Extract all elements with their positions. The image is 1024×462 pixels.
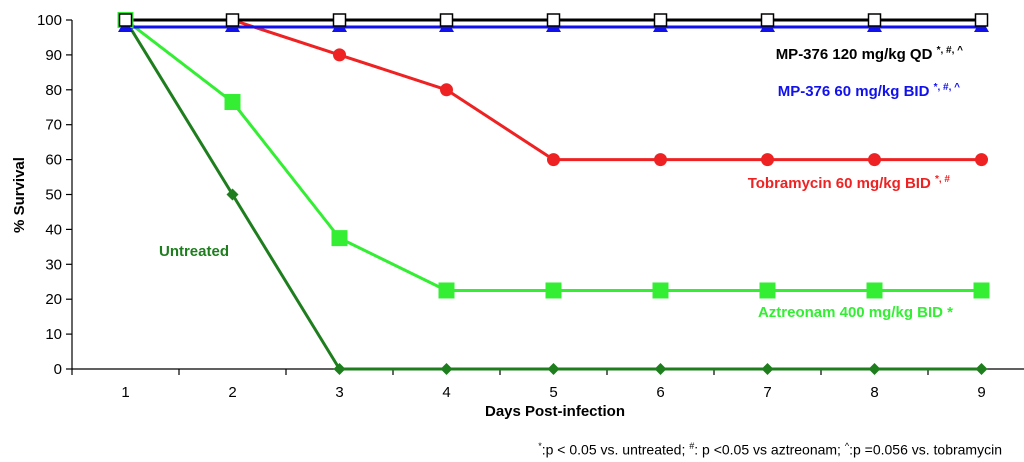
data-point-mp-376-120-mg-kg-qd bbox=[867, 13, 882, 27]
data-point-mp-376-120-mg-kg-qd bbox=[118, 13, 133, 27]
data-point-mp-376-120-mg-kg-qd bbox=[546, 13, 561, 27]
footnote: *:p < 0.05 vs. untreated; #: p <0.05 vs … bbox=[538, 441, 1002, 458]
data-point-aztreonam-400-mg-kg-bid bbox=[545, 282, 562, 299]
x-tick-label: 1 bbox=[121, 384, 129, 401]
data-point-untreated bbox=[868, 363, 881, 375]
data-point-mp-376-120-mg-kg-qd bbox=[974, 13, 989, 27]
x-tick-label: 4 bbox=[442, 384, 450, 401]
data-point-untreated bbox=[333, 363, 346, 375]
data-point-untreated bbox=[975, 363, 988, 375]
y-tick-label: 30 bbox=[45, 256, 62, 273]
data-point-mp-376-120-mg-kg-qd bbox=[439, 13, 454, 27]
series-label-mp376-60-sup: *, #, ^ bbox=[934, 82, 961, 93]
x-tick-label: 3 bbox=[335, 384, 343, 401]
y-tick-label: 90 bbox=[45, 47, 62, 64]
series-label-mp376-120-name: MP-376 120 mg/kg QD bbox=[776, 46, 933, 63]
data-point-untreated bbox=[654, 363, 667, 375]
x-tick-label: 6 bbox=[656, 384, 664, 401]
y-tick-label: 100 bbox=[37, 12, 62, 29]
footnote-text-1: :p < 0.05 vs. untreated; bbox=[541, 441, 690, 458]
x-tick-group: 1 2 3 4 5 6 7 8 9 bbox=[71, 369, 986, 401]
data-point-aztreonam-400-mg-kg-bid bbox=[866, 282, 883, 299]
data-point-aztreonam-400-mg-kg-bid bbox=[224, 94, 241, 111]
data-point-aztreonam-400-mg-kg-bid bbox=[759, 282, 776, 299]
data-point-tobramycin-60-mg-kg-bid bbox=[868, 153, 881, 167]
footnote-text-2: : p <0.05 vs aztreonam; bbox=[694, 441, 845, 458]
y-tick-label: 60 bbox=[45, 152, 62, 169]
y-tick-label: 70 bbox=[45, 117, 62, 134]
data-point-aztreonam-400-mg-kg-bid bbox=[438, 282, 455, 299]
data-point-mp-376-120-mg-kg-qd bbox=[653, 13, 668, 27]
y-axis-title: % Survival bbox=[11, 157, 28, 233]
footnote-mark-2: # bbox=[689, 441, 695, 451]
data-point-aztreonam-400-mg-kg-bid bbox=[331, 230, 348, 247]
data-point-aztreonam-400-mg-kg-bid bbox=[652, 282, 669, 299]
x-tick-label: 7 bbox=[763, 384, 771, 401]
series-label-mp376-120-sup: *, #, ^ bbox=[937, 45, 964, 56]
data-point-mp-376-120-mg-kg-qd bbox=[760, 13, 775, 27]
data-point-mp-376-120-mg-kg-qd bbox=[332, 13, 347, 27]
data-point-tobramycin-60-mg-kg-bid bbox=[547, 153, 560, 167]
x-tick-label: 9 bbox=[977, 384, 985, 401]
data-point-tobramycin-60-mg-kg-bid bbox=[654, 153, 667, 167]
footnote-mark-3: ^ bbox=[844, 441, 850, 451]
series-label-aztreonam: Aztreonam 400 mg/kg BID * bbox=[758, 304, 953, 321]
series-label-aztreonam-sup: * bbox=[947, 304, 953, 321]
y-tick-label: 20 bbox=[45, 291, 62, 308]
data-point-aztreonam-400-mg-kg-bid bbox=[973, 282, 990, 299]
y-tick-label: 40 bbox=[45, 221, 62, 238]
data-point-untreated bbox=[547, 363, 560, 375]
data-point-untreated bbox=[761, 363, 774, 375]
series-label-untreated: Untreated bbox=[159, 243, 229, 260]
y-tick-label: 0 bbox=[54, 361, 62, 378]
data-point-tobramycin-60-mg-kg-bid bbox=[761, 153, 774, 167]
plot-area: 0 10 20 30 40 50 60 70 80 90 100 1 2 3 4 5 6 7 8 9 bbox=[37, 12, 1024, 401]
y-tick-label: 50 bbox=[45, 187, 62, 204]
data-point-tobramycin-60-mg-kg-bid bbox=[975, 153, 988, 167]
series-label-tobramycin: Tobramycin 60 mg/kg BID *, # bbox=[748, 174, 951, 192]
series-label-mp376-60-name: MP-376 60 mg/kg BID bbox=[778, 83, 930, 100]
series-marker-group bbox=[117, 12, 990, 375]
series-label-mp376-120: MP-376 120 mg/kg QD *, #, ^ bbox=[776, 45, 963, 63]
data-point-untreated bbox=[440, 363, 453, 375]
series-label-mp376-60: MP-376 60 mg/kg BID *, #, ^ bbox=[778, 82, 960, 100]
y-tick-label: 80 bbox=[45, 82, 62, 99]
footnote-text-3: :p =0.056 vs. tobramycin bbox=[849, 441, 1002, 458]
x-tick-label: 8 bbox=[870, 384, 878, 401]
data-point-tobramycin-60-mg-kg-bid bbox=[440, 83, 453, 97]
x-axis-title: Days Post-infection bbox=[485, 403, 625, 420]
x-tick-label: 5 bbox=[549, 384, 557, 401]
data-point-tobramycin-60-mg-kg-bid bbox=[333, 48, 346, 62]
x-tick-label: 2 bbox=[228, 384, 236, 401]
data-point-mp-376-120-mg-kg-qd bbox=[225, 13, 240, 27]
data-point-untreated bbox=[226, 188, 239, 201]
series-label-tobramycin-name: Tobramycin 60 mg/kg BID bbox=[748, 175, 931, 192]
y-tick-group: 0 10 20 30 40 50 60 70 80 90 100 bbox=[37, 12, 72, 378]
footnote-mark-1: * bbox=[538, 441, 542, 451]
series-labels: MP-376 120 mg/kg QD *, #, ^ MP-376 60 mg… bbox=[159, 45, 963, 321]
series-label-tobramycin-sup: *, # bbox=[935, 174, 950, 185]
y-tick-label: 10 bbox=[45, 326, 62, 343]
series-label-aztreonam-name: Aztreonam 400 mg/kg BID bbox=[758, 304, 943, 321]
